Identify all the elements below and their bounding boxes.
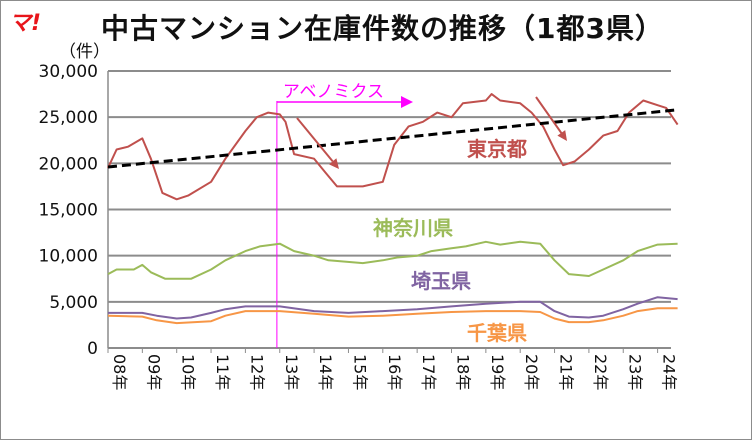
x-tick-label: 24年 [660,354,679,390]
x-tick-label: 14年 [316,354,335,390]
x-tick-label: 09年 [144,354,163,390]
y-axis-unit: （件） [59,42,110,62]
x-tick-label: 16年 [385,354,404,390]
y-tick-label: 10,000 [39,247,98,267]
series-label: 東京都 [467,137,527,161]
abenomics-label: アベノミクス [283,82,384,102]
series-line-1 [107,240,678,280]
decline-arrow [296,117,334,162]
series-line-2 [108,296,678,320]
x-tick-label: 22年 [591,354,610,390]
series-label: 神奈川県 [373,216,453,240]
series-line-0 [107,93,679,201]
series-label: 埼玉県 [411,269,471,293]
y-tick-label: 30,000 [39,62,98,82]
x-tick-label: 11年 [213,354,232,390]
x-tick-label: 20年 [522,354,541,390]
abenomics-arrowhead [401,96,413,108]
x-tick-label: 19年 [488,354,507,390]
y-tick-label: 15,000 [39,201,98,221]
x-tick-label: 21年 [557,354,576,390]
x-tick-label: 17年 [419,354,438,390]
decline-arrow [535,96,564,135]
x-tick-label: 23年 [625,354,644,390]
logo: マ! [9,11,42,36]
decline-arrowhead [557,130,567,141]
y-tick-label: 0 [87,339,98,359]
x-tick-label: 10年 [179,354,198,390]
decline-arrowhead [329,158,339,169]
y-tick-label: 25,000 [39,108,98,128]
x-tick-label: 18年 [454,354,473,390]
x-tick-label: 13年 [282,354,301,390]
series-label: 千葉県 [467,321,527,345]
x-tick-label: 15年 [350,354,369,390]
series-line-3 [107,307,678,325]
chart-title: 中古マンション在庫件数の推移（1都3県） [101,12,664,45]
y-tick-label: 5,000 [49,293,98,313]
trend-line [107,108,678,169]
x-tick-label: 08年 [110,354,129,390]
x-tick-label: 12年 [247,354,266,390]
y-tick-label: 20,000 [39,154,98,174]
